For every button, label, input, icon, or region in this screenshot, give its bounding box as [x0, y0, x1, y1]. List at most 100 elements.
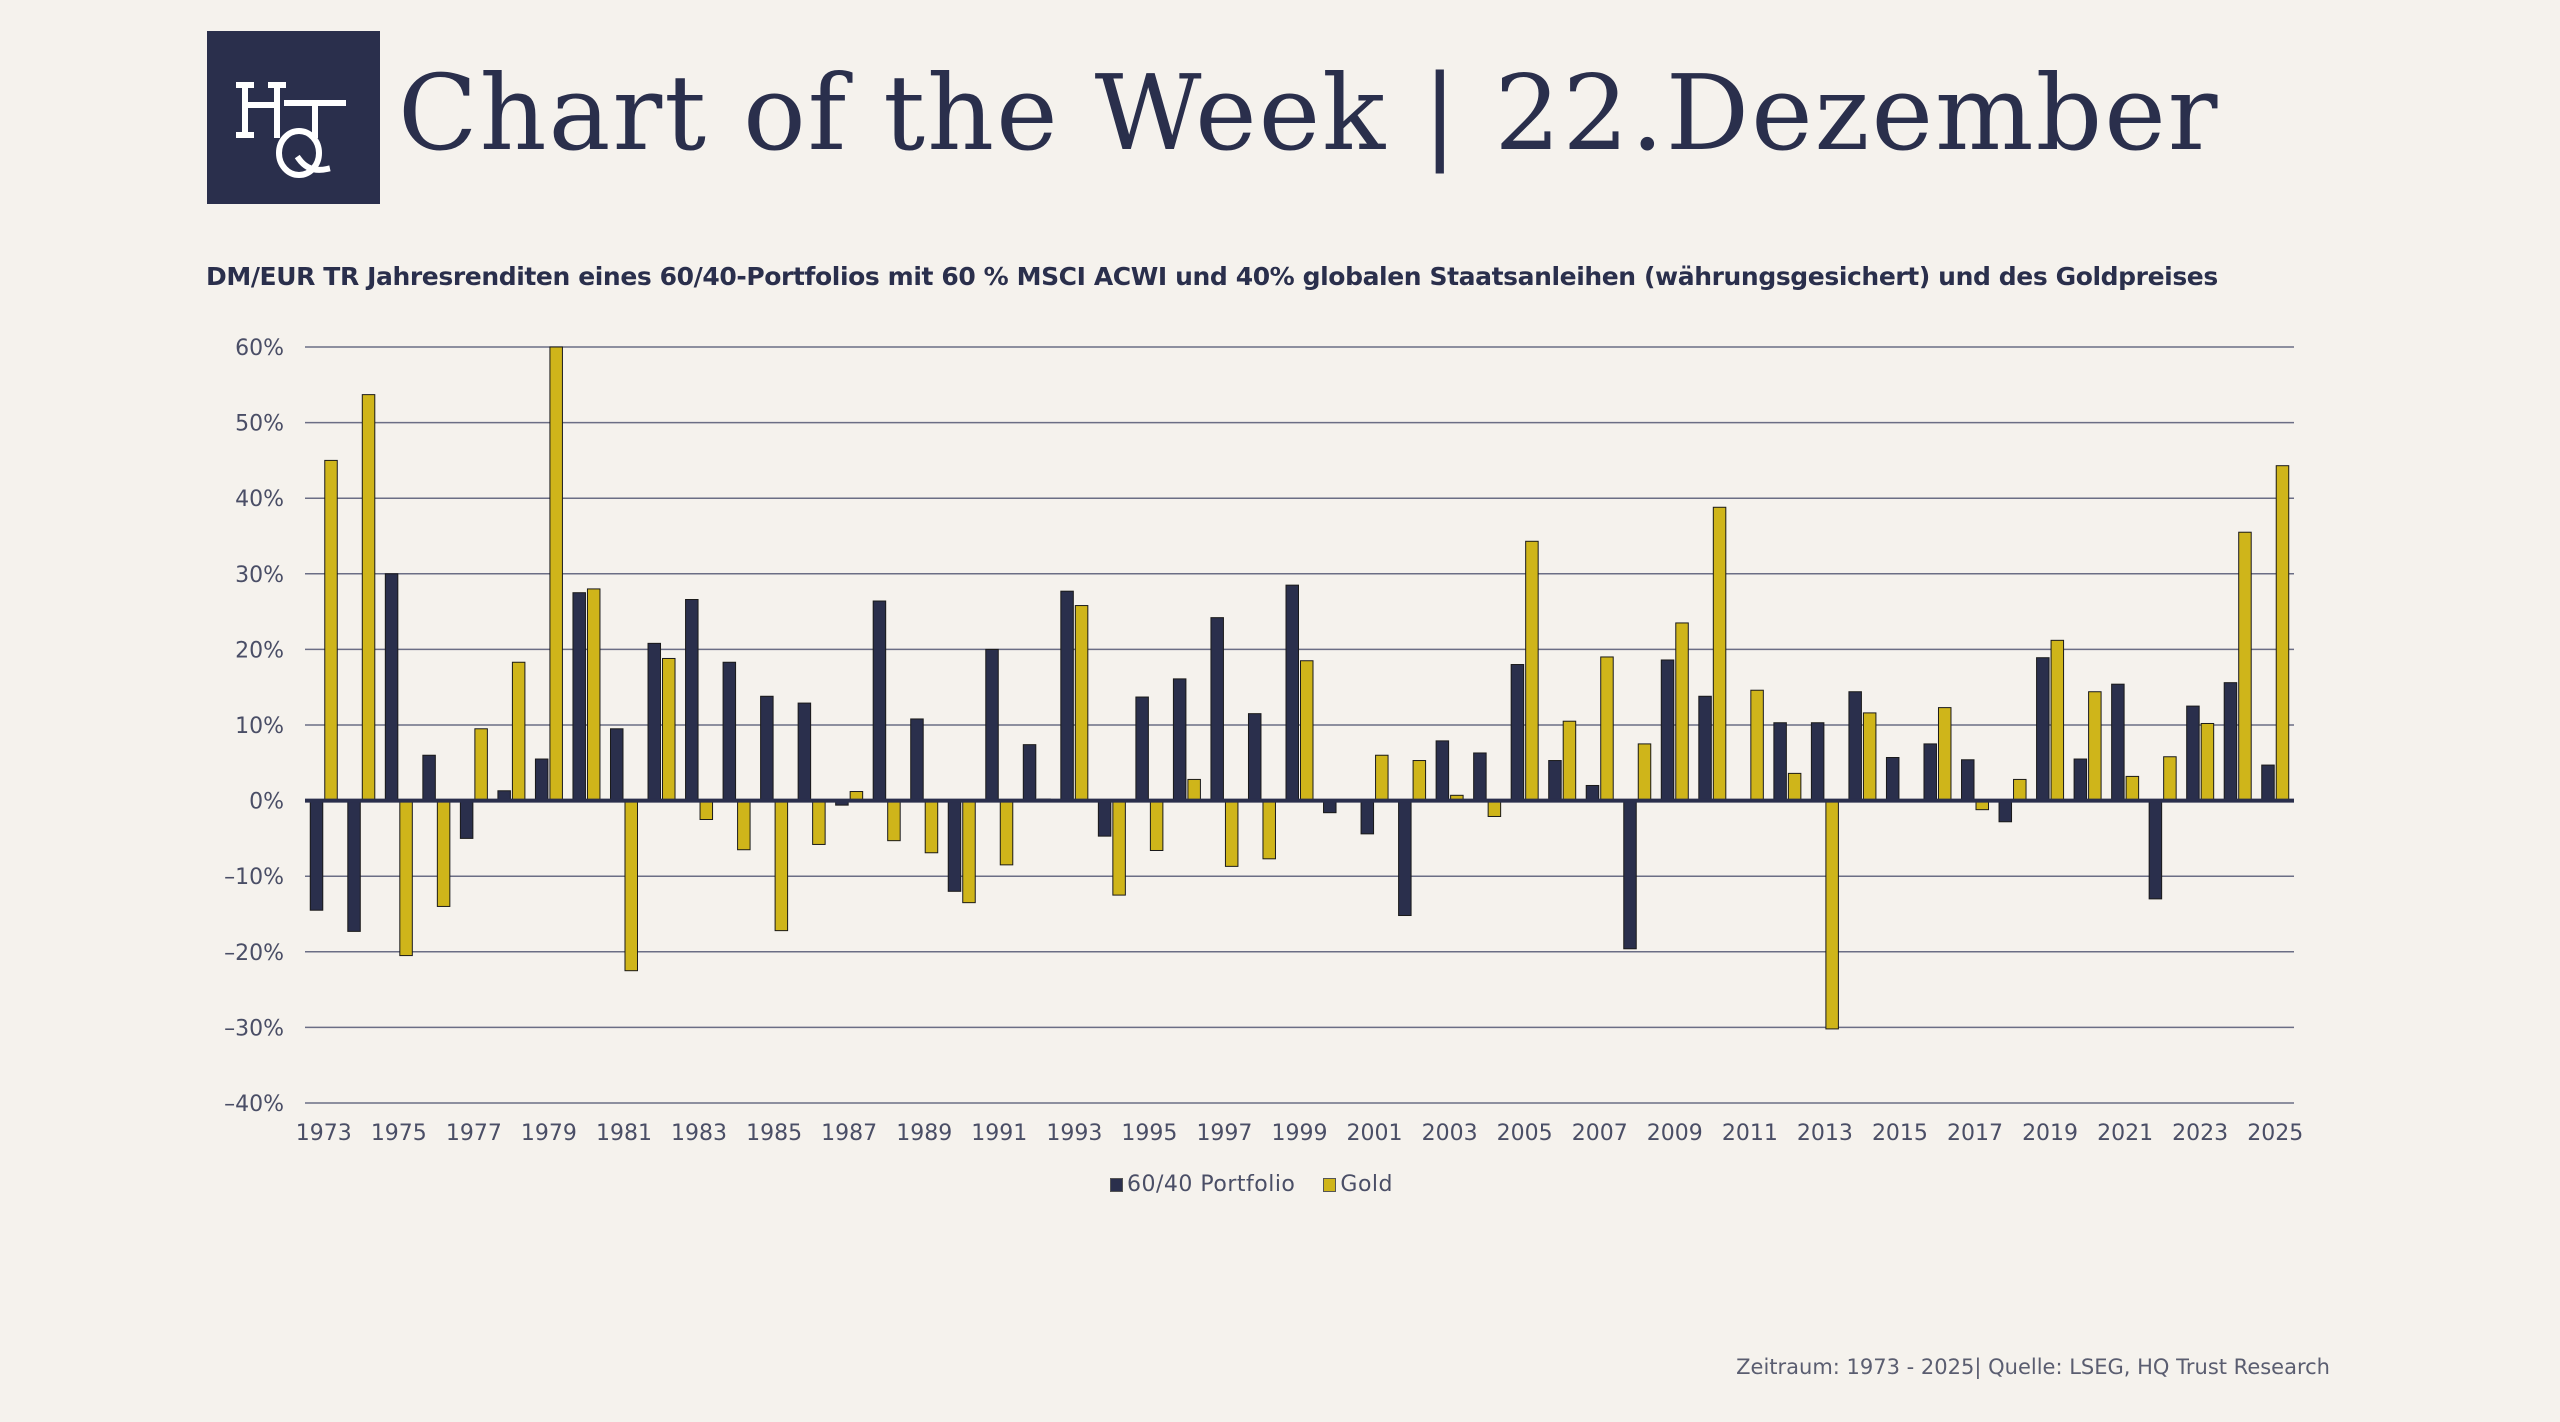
- bar-portfolio-1993: [1060, 590, 1074, 802]
- hqt-logo-icon: [236, 82, 346, 178]
- bar-portfolio-2014: [1848, 691, 1862, 802]
- x-tick-label: 2007: [1572, 1121, 1628, 1146]
- bar-gold-1990: [962, 800, 976, 904]
- x-tick-label: 2019: [2022, 1121, 2078, 1146]
- bar-portfolio-2013: [1810, 722, 1825, 802]
- legend-item-gold: Gold: [1323, 1172, 1393, 1197]
- bar-gold-1973: [324, 459, 338, 802]
- bar-gold-2007: [1600, 656, 1614, 802]
- y-tick-label: 20%: [235, 638, 284, 663]
- bar-gold-2016: [1937, 707, 1952, 802]
- bar-gold-1983: [699, 800, 714, 820]
- legend-item-portfolio: 60/40 Portfolio: [1110, 1172, 1295, 1197]
- bar-portfolio-1996: [1172, 678, 1187, 802]
- bar-portfolio-1988: [872, 600, 887, 802]
- bar-portfolio-1979: [534, 758, 549, 802]
- y-tick-label: 30%: [235, 563, 284, 588]
- bar-gold-2020: [2088, 691, 2102, 802]
- x-tick-label: 1999: [1272, 1121, 1328, 1146]
- bar-portfolio-1998: [1247, 713, 1262, 802]
- bar-portfolio-2005: [1510, 664, 1525, 802]
- x-tick-label: 2021: [2097, 1121, 2153, 1146]
- legend-swatch-gold: [1323, 1177, 1337, 1192]
- y-tick-label: –30%: [224, 1016, 284, 1041]
- bar-portfolio-1977: [459, 800, 474, 839]
- bar-portfolio-1984: [722, 661, 737, 802]
- bar-portfolio-1999: [1285, 584, 1299, 802]
- x-tick-label: 2017: [1947, 1121, 2003, 1146]
- bar-portfolio-2008: [1623, 800, 1637, 950]
- x-tick-label: 1981: [596, 1121, 652, 1146]
- bar-gold-1995: [1149, 800, 1164, 851]
- bar-portfolio-2004: [1473, 752, 1487, 802]
- bar-portfolio-1982: [647, 642, 662, 802]
- bar-gold-1981: [624, 800, 638, 972]
- bar-gold-2013: [1825, 800, 1839, 1030]
- bar-portfolio-1989: [910, 718, 924, 802]
- source-note: Zeitraum: 1973 - 2025| Quelle: LSEG, HQ …: [1736, 1355, 2330, 1379]
- bar-gold-2001: [1375, 754, 1389, 802]
- bar-portfolio-2016: [1923, 743, 1937, 802]
- bar-portfolio-2007: [1585, 784, 1600, 802]
- x-tick-label: 1973: [296, 1121, 352, 1146]
- bar-portfolio-2023: [2186, 705, 2200, 802]
- legend: 60/40 Portfolio Gold: [1110, 1172, 1393, 1197]
- y-tick-label: 50%: [235, 412, 284, 437]
- x-tick-label: 2003: [1422, 1121, 1478, 1146]
- bar-portfolio-1973: [309, 800, 324, 911]
- bar-gold-2018: [2013, 778, 2027, 802]
- bar-gold-2021: [2125, 775, 2140, 802]
- bar-gold-2023: [2200, 722, 2215, 802]
- bar-gold-1985: [774, 800, 789, 932]
- x-tick-label: 2005: [1497, 1121, 1553, 1146]
- bar-portfolio-2010: [1698, 695, 1712, 802]
- x-tick-label: 1995: [1121, 1121, 1177, 1146]
- hqt-logo: [207, 31, 380, 204]
- bar-gold-2014: [1862, 712, 1877, 802]
- bar-gold-1989: [924, 800, 939, 854]
- x-tick-label: 1997: [1196, 1121, 1252, 1146]
- bar-gold-1999: [1300, 660, 1314, 802]
- x-tick-label: 1993: [1046, 1121, 1102, 1146]
- y-tick-label: 40%: [235, 487, 284, 512]
- bar-portfolio-2001: [1360, 800, 1375, 835]
- gridlines: [305, 346, 2294, 1104]
- bar-gold-1982: [662, 657, 676, 802]
- bar-portfolio-1991: [985, 648, 999, 802]
- bar-portfolio-1981: [609, 728, 624, 802]
- bar-portfolio-1975: [384, 573, 399, 802]
- bar-portfolio-1983: [685, 599, 699, 802]
- bar-portfolio-2003: [1435, 740, 1450, 802]
- bar-gold-2004: [1487, 800, 1502, 817]
- bar-portfolio-2002: [1398, 800, 1412, 917]
- bar-portfolio-2024: [2223, 682, 2238, 802]
- bar-gold-2010: [1712, 506, 1727, 802]
- bar-portfolio-1985: [760, 695, 774, 802]
- bar-portfolio-2012: [1773, 722, 1787, 802]
- x-tick-label: 1977: [446, 1121, 502, 1146]
- bar-gold-1994: [1112, 800, 1126, 896]
- x-tick-label: 2011: [1722, 1121, 1778, 1146]
- bar-gold-2009: [1675, 622, 1689, 802]
- page-title: Chart of the Week | 22.Dezember: [398, 52, 2220, 174]
- chart-title: DM/EUR TR Jahresrenditen eines 60/40-Por…: [206, 262, 2218, 291]
- bar-gold-1991: [999, 800, 1014, 866]
- legend-label-portfolio: 60/40 Portfolio: [1127, 1172, 1296, 1197]
- x-tick-label: 2025: [2247, 1121, 2303, 1146]
- bar-gold-1997: [1224, 800, 1239, 867]
- bar-portfolio-1995: [1135, 696, 1149, 802]
- bar-gold-1979: [549, 346, 563, 802]
- bar-gold-1993: [1074, 605, 1089, 802]
- y-tick-label: 0%: [249, 790, 284, 815]
- x-axis-labels: 1973 1975 1977 1979 1981 1983 1985 1987 1989 1991…: [296, 1121, 2303, 1146]
- x-tick-label: 1983: [671, 1121, 727, 1146]
- bar-gold-1986: [812, 800, 826, 845]
- y-tick-label: –10%: [224, 865, 284, 890]
- bar-gold-2022: [2163, 756, 2177, 802]
- x-tick-label: 1985: [746, 1121, 802, 1146]
- legend-label-gold: Gold: [1340, 1172, 1393, 1197]
- bar-gold-2025: [2275, 465, 2290, 802]
- bar-chart: 60% 50% 40% 30% 20% 10% 0% –10% –20% –30% –40% 197…: [224, 336, 2303, 1146]
- y-tick-label: –40%: [224, 1092, 284, 1117]
- x-tick-label: 1987: [821, 1121, 877, 1146]
